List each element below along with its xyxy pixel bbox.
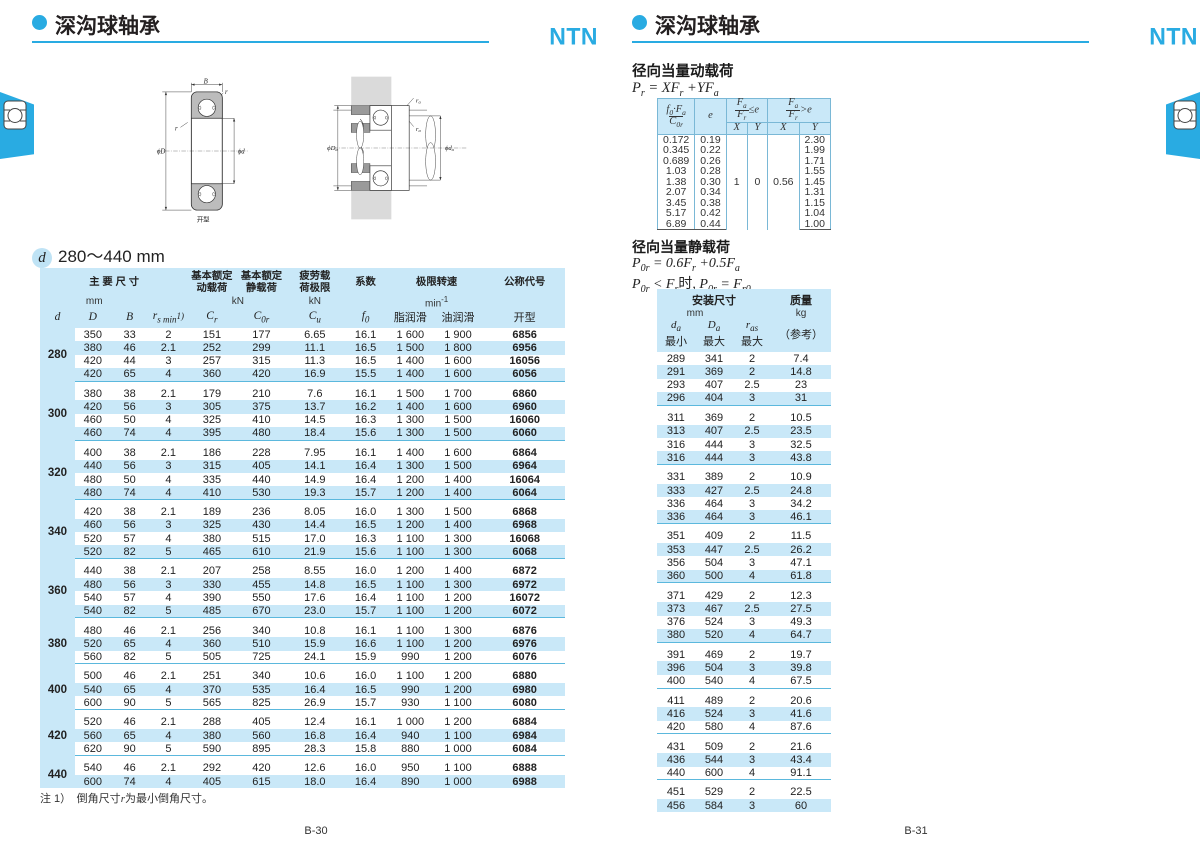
svg-text:ϕda: ϕda [445, 145, 455, 152]
svg-text:ϕd: ϕd [238, 148, 246, 155]
svg-text:ϕDa: ϕDa [327, 145, 338, 152]
svg-text:B: B [204, 78, 208, 85]
svg-text:ra: ra [416, 126, 422, 133]
svg-text:r: r [175, 126, 178, 133]
svg-text:ra: ra [416, 98, 422, 105]
svg-text:开型: 开型 [197, 214, 210, 223]
svg-text:r: r [225, 89, 228, 96]
svg-text:ϕD: ϕD [157, 148, 166, 155]
